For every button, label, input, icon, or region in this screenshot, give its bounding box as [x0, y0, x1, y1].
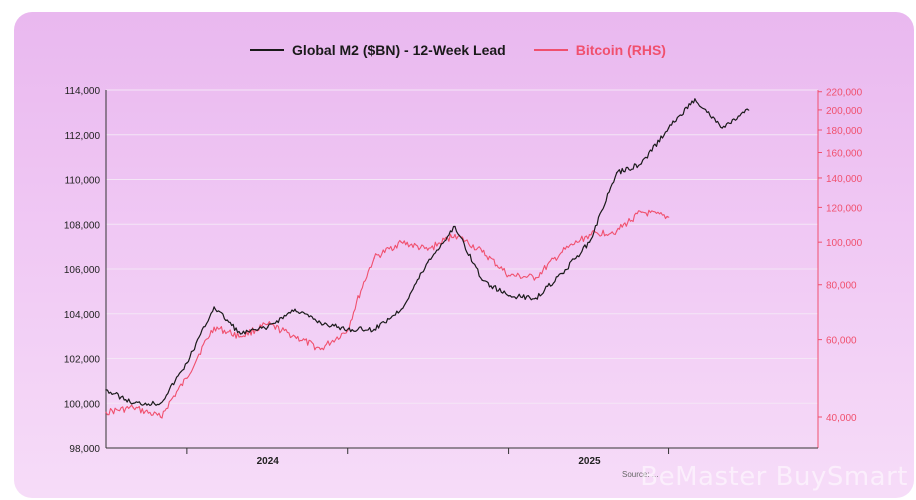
chart-source: Source: ...: [622, 470, 659, 479]
x-tick-label: 2024: [257, 456, 280, 467]
data-point-bitcoin: [400, 241, 403, 243]
data-point-bitcoin: [239, 335, 242, 338]
data-point-bitcoin: [346, 329, 349, 332]
data-point-m2: [588, 241, 591, 243]
y-tick-label-right: 220,000: [826, 88, 863, 99]
y-tick-label-right: 140,000: [826, 174, 863, 185]
y-tick-label-left: 100,000: [64, 399, 101, 410]
y-tick-label-right: 180,000: [826, 126, 863, 137]
legend-swatch-m2: [250, 49, 285, 51]
data-point-m2: [640, 163, 643, 165]
data-point-bitcoin: [615, 230, 618, 232]
data-point-m2: [186, 362, 188, 364]
y-tick-label-right: 160,000: [826, 148, 863, 159]
y-tick-label-left: 110,000: [65, 176, 101, 187]
data-point-m2: [213, 306, 215, 308]
data-point-bitcoin: [319, 348, 322, 351]
watermark: BeMaster BuySmart: [640, 462, 908, 492]
data-point-m2: [373, 328, 375, 331]
data-point-bitcoin: [266, 323, 269, 326]
y-tick-label-right: 200,000: [826, 106, 863, 117]
data-point-m2: [561, 272, 564, 275]
data-point-m2: [454, 225, 456, 228]
data-point-m2: [426, 261, 429, 264]
y-tick-label-left: 98,000: [69, 444, 100, 455]
data-point-bitcoin: [535, 276, 537, 279]
legend-item-m2: Global M2 ($BN) - 12-Week Lead: [250, 42, 506, 58]
y-tick-label-left: 102,000: [64, 355, 101, 366]
series-line-bitcoin: [105, 209, 669, 419]
data-point-m2: [319, 321, 322, 324]
legend-label-m2: Global M2 ($BN) - 12-Week Lead: [292, 42, 506, 58]
data-point-m2: [667, 127, 670, 129]
data-point-bitcoin: [373, 257, 375, 259]
data-point-bitcoin: [667, 216, 670, 218]
data-point-bitcoin: [132, 406, 135, 409]
y-tick-label-right: 80,000: [826, 281, 857, 292]
data-point-m2: [721, 127, 723, 129]
data-point-m2: [266, 326, 269, 328]
data-point-bitcoin: [640, 211, 643, 214]
data-point-m2: [132, 402, 135, 405]
data-point-bitcoin: [588, 233, 591, 236]
data-point-bitcoin: [454, 233, 456, 236]
data-point-bitcoin: [159, 416, 162, 418]
y-tick-label-left: 104,000: [64, 310, 101, 321]
data-point-m2: [481, 279, 484, 281]
data-point-bitcoin: [105, 411, 107, 414]
data-point-bitcoin: [294, 335, 296, 338]
series-line-global-m2: [105, 98, 749, 407]
y-tick-label-right: 100,000: [826, 238, 863, 249]
data-point-m2: [294, 308, 296, 311]
legend-swatch-bitcoin: [533, 49, 568, 51]
data-point-bitcoin: [561, 251, 564, 253]
data-point-m2: [747, 109, 750, 111]
data-point-bitcoin: [426, 249, 429, 251]
data-point-m2: [694, 98, 696, 100]
data-point-m2: [535, 297, 537, 299]
data-point-m2: [400, 308, 403, 311]
x-tick-label: 2025: [578, 456, 601, 467]
data-point-bitcoin: [213, 326, 215, 329]
legend-label-bitcoin: Bitcoin (RHS): [575, 42, 666, 58]
data-point-m2: [615, 171, 618, 174]
data-point-bitcoin: [481, 251, 484, 253]
y-tick-label-left: 112,000: [65, 131, 101, 142]
y-tick-label-right: 40,000: [826, 413, 857, 424]
y-tick-label-right: 120,000: [826, 203, 863, 214]
data-point-m2: [507, 295, 510, 297]
chart-legend: Global M2 ($BN) - 12-Week Lead Bitcoin (…: [0, 40, 916, 60]
chart-card: [14, 12, 914, 498]
data-point-m2: [159, 402, 162, 405]
y-tick-label-left: 106,000: [64, 265, 101, 276]
y-tick-label-right: 60,000: [826, 336, 857, 347]
legend-item-bitcoin: Bitcoin (RHS): [533, 42, 666, 58]
data-point-m2: [105, 389, 107, 391]
data-point-m2: [239, 333, 242, 335]
data-point-bitcoin: [186, 377, 188, 380]
y-tick-label-left: 108,000: [64, 220, 101, 231]
y-tick-label-left: 114,000: [65, 86, 101, 97]
data-point-bitcoin: [507, 274, 510, 277]
